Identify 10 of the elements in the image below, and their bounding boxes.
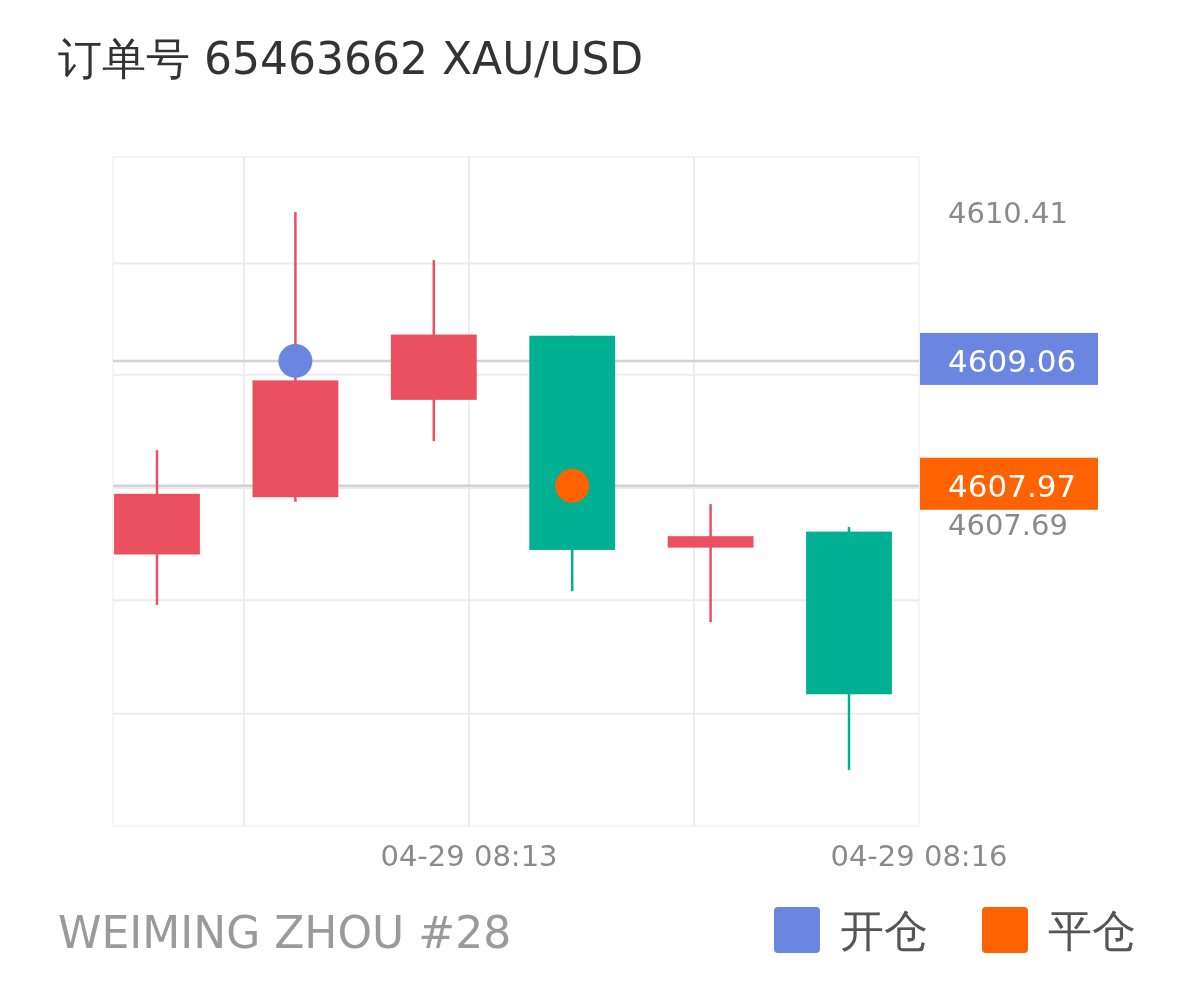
ref-line-label: 4609.06 bbox=[948, 342, 1077, 379]
legend-label: 开仓 bbox=[840, 905, 928, 956]
text: 04-29 08:13 bbox=[380, 839, 558, 873]
y-tick-label: 4607.69 bbox=[948, 507, 1068, 542]
ref-line-label: 4607.97 bbox=[948, 467, 1077, 504]
text: 04-29 08:16 bbox=[830, 839, 1008, 873]
y-tick-label: 4610.41 bbox=[948, 196, 1068, 231]
chart-title: 订单号 65463662 XAU/USD bbox=[58, 33, 644, 84]
legend-label: 平仓 bbox=[1048, 905, 1136, 956]
text: WEIMING ZHOU #28 bbox=[58, 907, 512, 958]
